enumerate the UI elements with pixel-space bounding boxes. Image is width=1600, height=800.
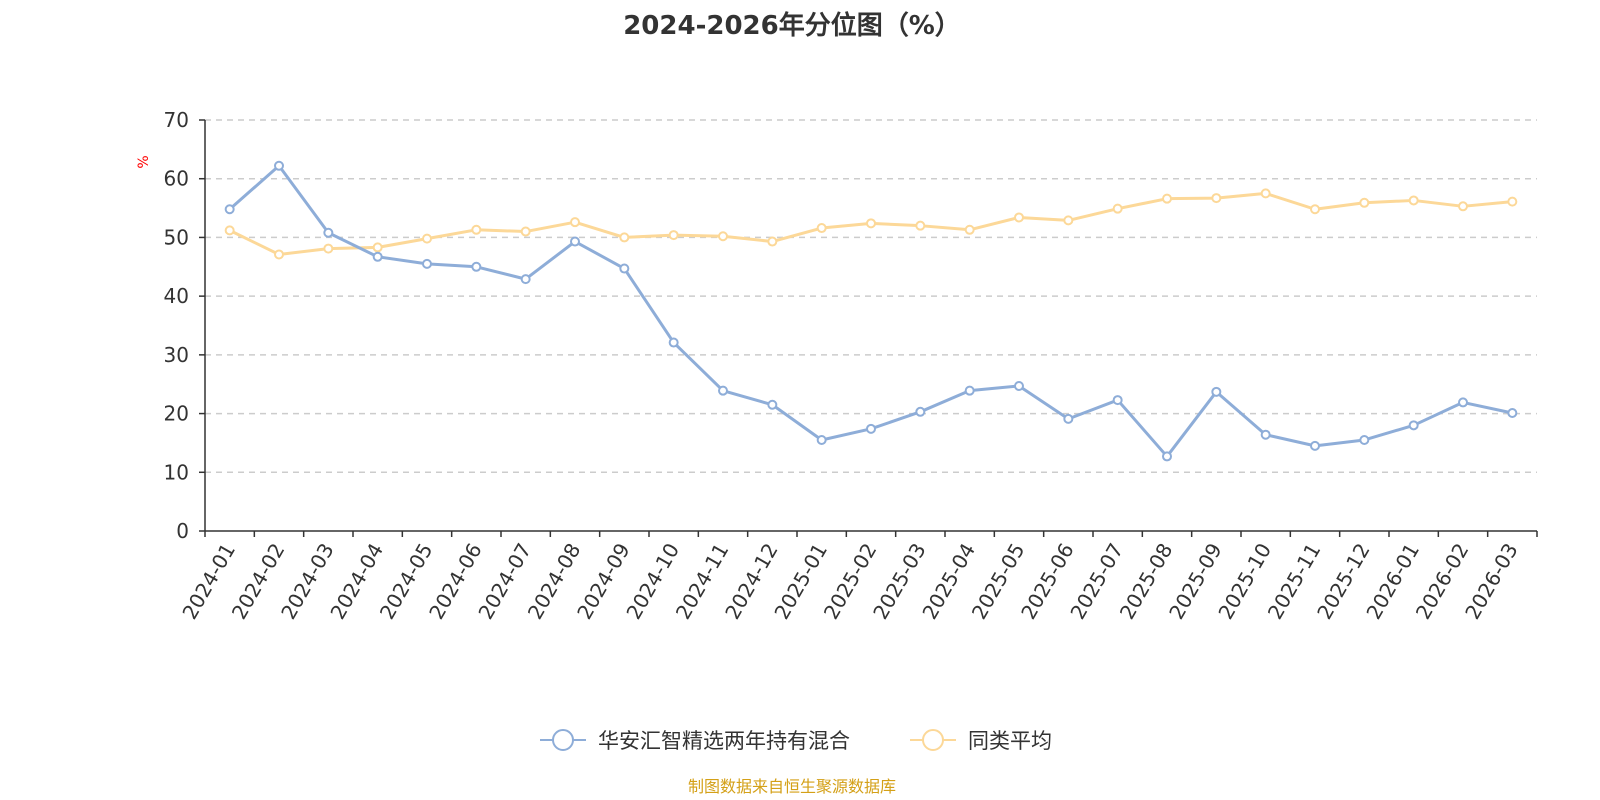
data-point[interactable] [1458,201,1468,212]
data-point[interactable] [372,251,383,262]
data-point[interactable] [1408,420,1419,431]
data-point[interactable] [323,243,334,254]
data-point[interactable] [718,385,728,396]
y-tick-label: 50 [164,225,189,249]
data-point[interactable] [915,406,926,417]
data-point[interactable] [1063,413,1074,424]
data-point[interactable] [570,217,580,228]
legend-marker [922,729,944,751]
data-point[interactable] [1211,193,1222,204]
data-point[interactable] [1310,204,1320,215]
data-point[interactable] [372,242,383,253]
data-point[interactable] [1260,188,1271,199]
data-point[interactable] [1112,395,1123,406]
data-point[interactable] [767,399,778,410]
chart-title: 2024-2026年分位图（%） [623,10,961,41]
legend[interactable]: 华安汇智精选两年持有混合 同类平均 [540,729,1052,753]
data-point[interactable] [422,233,432,244]
data-point[interactable] [816,434,827,445]
data-point[interactable] [570,236,580,247]
data-point[interactable] [619,232,630,243]
data-point[interactable] [520,274,531,285]
data-point[interactable] [1112,203,1123,214]
series-1 [224,188,1518,260]
y-tick-labels: 0 10 20 30 40 50 60 70 [164,108,189,543]
data-point[interactable] [520,226,531,237]
data-point[interactable] [668,337,679,348]
x-tick-labels: 2024-012024-022024-032024-042024-052024-… [177,539,1522,623]
legend-label: 华安汇智精选两年持有混合 [598,729,850,753]
y-tick-label: 70 [164,108,189,132]
legend-marker [552,729,574,751]
data-point[interactable] [471,224,482,235]
data-point[interactable] [1162,451,1172,462]
data-point[interactable] [1507,407,1518,418]
y-tick-label: 10 [164,460,189,484]
data-point[interactable] [224,225,235,236]
data-point[interactable] [1162,193,1172,204]
legend-label: 同类平均 [968,729,1052,753]
data-point[interactable] [1458,397,1468,408]
y-tick-label: 40 [164,284,189,308]
y-axis-unit-label: % [136,155,152,168]
axes [199,119,1538,537]
series-0 [224,160,1518,462]
data-point[interactable] [1359,197,1370,208]
data-point[interactable] [224,204,235,215]
data-point[interactable] [964,385,975,396]
y-tick-label: 20 [164,402,189,426]
source-note: 制图数据来自恒生聚源数据库 [688,777,896,796]
data-point[interactable] [718,231,728,242]
data-point[interactable] [1260,429,1271,440]
data-point[interactable] [1211,386,1222,397]
data-point[interactable] [1063,215,1074,226]
y-tick-label: 30 [164,343,189,367]
data-point[interactable] [1507,196,1518,207]
data-point[interactable] [274,160,284,171]
data-point[interactable] [1014,380,1024,391]
data-point[interactable] [1310,440,1320,451]
data-point[interactable] [323,227,334,238]
series-lines [224,160,1518,462]
legend-item-0[interactable]: 华安汇智精选两年持有混合 [540,729,850,753]
data-point[interactable] [964,224,975,235]
data-point[interactable] [1359,434,1370,445]
data-point[interactable] [866,423,876,434]
data-point[interactable] [668,230,679,241]
data-point[interactable] [915,220,926,231]
data-point[interactable] [274,249,284,260]
y-tick-label: 0 [176,519,189,543]
grid-lines [205,119,1537,474]
y-tick-label: 60 [164,167,189,191]
data-point[interactable] [1014,212,1024,223]
legend-item-1[interactable]: 同类平均 [910,729,1052,753]
data-point[interactable] [1408,195,1419,206]
data-point[interactable] [471,261,482,272]
data-point[interactable] [866,218,876,229]
data-point[interactable] [767,236,778,247]
data-point[interactable] [422,258,432,269]
data-point[interactable] [619,263,630,274]
data-point[interactable] [816,223,827,234]
